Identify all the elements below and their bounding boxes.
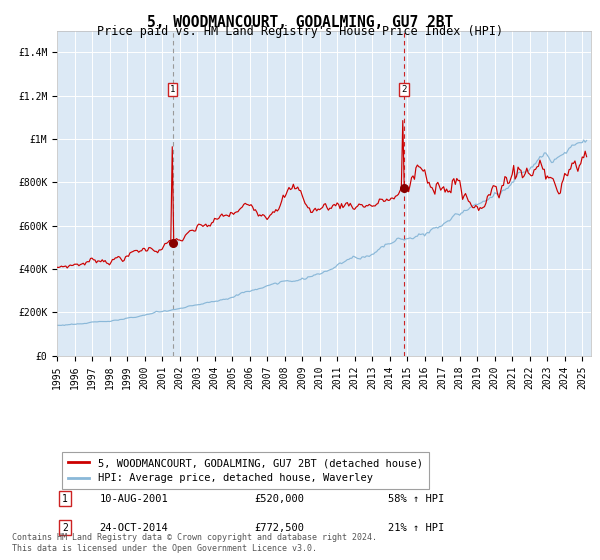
Text: 5, WOODMANCOURT, GODALMING, GU7 2BT: 5, WOODMANCOURT, GODALMING, GU7 2BT [147, 15, 453, 30]
Text: £772,500: £772,500 [254, 522, 305, 533]
Text: 10-AUG-2001: 10-AUG-2001 [100, 493, 169, 503]
Text: 21% ↑ HPI: 21% ↑ HPI [388, 522, 445, 533]
Legend: 5, WOODMANCOURT, GODALMING, GU7 2BT (detached house), HPI: Average price, detach: 5, WOODMANCOURT, GODALMING, GU7 2BT (det… [62, 452, 429, 489]
Text: 1: 1 [62, 493, 68, 503]
Text: £520,000: £520,000 [254, 493, 305, 503]
Text: Price paid vs. HM Land Registry's House Price Index (HPI): Price paid vs. HM Land Registry's House … [97, 25, 503, 38]
Text: 2: 2 [62, 522, 68, 533]
Text: 58% ↑ HPI: 58% ↑ HPI [388, 493, 445, 503]
Text: Contains HM Land Registry data © Crown copyright and database right 2024.
This d: Contains HM Land Registry data © Crown c… [12, 533, 377, 553]
Text: 24-OCT-2014: 24-OCT-2014 [100, 522, 169, 533]
Text: 1: 1 [170, 85, 175, 94]
Text: 2: 2 [401, 85, 406, 94]
